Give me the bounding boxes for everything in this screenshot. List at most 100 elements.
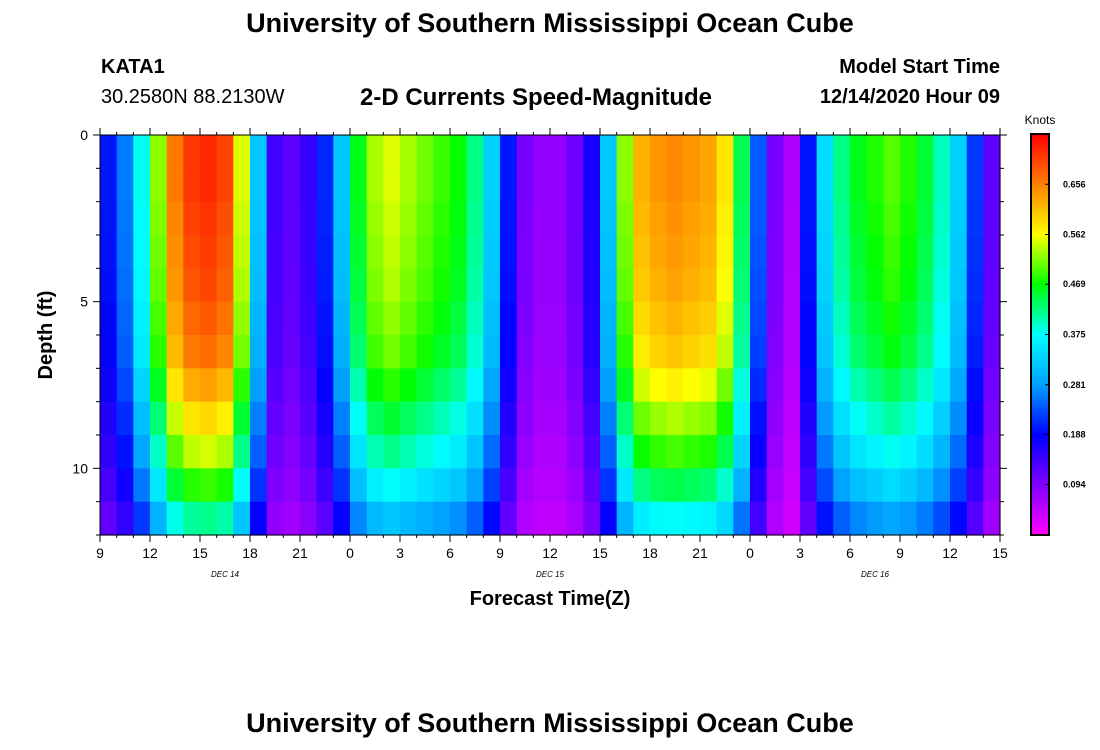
heatmap-cell	[500, 401, 518, 436]
heatmap-cell	[300, 168, 318, 203]
heatmap-cell	[516, 168, 534, 203]
heatmap-cell	[316, 301, 334, 336]
heatmap-cell	[916, 168, 934, 203]
heatmap-cell	[766, 235, 784, 269]
heatmap-cell	[383, 301, 401, 336]
heatmap-cell	[133, 135, 151, 169]
heatmap-cell	[400, 335, 418, 369]
station-id: KATA1	[101, 56, 165, 78]
heatmap-cell	[516, 201, 534, 236]
heatmap-cell	[950, 235, 968, 269]
heatmap-cell	[600, 301, 618, 336]
heatmap-cell	[300, 435, 318, 469]
heatmap-cell	[583, 435, 601, 469]
heatmap-cell	[883, 401, 901, 436]
heatmap-cell	[983, 168, 1001, 203]
heatmap-cell	[366, 335, 384, 369]
heatmap-cell	[483, 268, 501, 303]
heatmap-cell	[933, 501, 951, 536]
heatmap-cell	[483, 301, 501, 336]
heatmap-cell	[316, 168, 334, 203]
heatmap-cell	[750, 435, 768, 469]
heatmap-cell	[250, 235, 268, 269]
heatmap-cell	[916, 368, 934, 403]
heatmap-cell	[833, 201, 851, 236]
heatmap-cell	[833, 235, 851, 269]
heatmap-cell	[450, 201, 468, 236]
heatmap-cell	[850, 435, 868, 469]
heatmap-cell	[366, 468, 384, 503]
heatmap-cell	[800, 235, 818, 269]
heatmap-cell	[666, 468, 684, 503]
heatmap-cell	[783, 401, 801, 436]
heatmap-cell	[916, 468, 934, 503]
heatmap-cell	[683, 201, 701, 236]
heatmap-cell	[583, 268, 601, 303]
heatmap-cell	[733, 501, 751, 536]
heatmap-cell	[183, 235, 201, 269]
heatmap-cell	[583, 235, 601, 269]
heatmap-cell	[966, 368, 984, 403]
heatmap-cell	[250, 268, 268, 303]
heatmap-cell	[466, 468, 484, 503]
heatmap-cell	[483, 401, 501, 436]
colorbar-tick-label: 0.562	[1063, 230, 1086, 240]
heatmap-cell	[250, 201, 268, 236]
heatmap-cell	[750, 168, 768, 203]
heatmap-cell	[650, 168, 668, 203]
heatmap-cell	[216, 201, 234, 236]
heatmap-cell	[133, 401, 151, 436]
colorbar-tick-label: 0.094	[1063, 480, 1086, 490]
heatmap-cell	[266, 335, 284, 369]
heatmap-cell	[583, 335, 601, 369]
heatmap-cell	[750, 335, 768, 369]
heatmap-cell	[266, 435, 284, 469]
heatmap-cell	[983, 468, 1001, 503]
heatmap-cell	[400, 168, 418, 203]
heatmap-cell	[250, 468, 268, 503]
heatmap-cell	[100, 501, 118, 536]
heatmap-cell	[550, 401, 568, 436]
heatmap-cell	[366, 435, 384, 469]
heatmap-cell	[600, 201, 618, 236]
heatmap-cell	[550, 468, 568, 503]
heatmap-cell	[850, 401, 868, 436]
heatmap-cell	[950, 435, 968, 469]
heatmap-cell	[283, 335, 301, 369]
heatmap-cell	[583, 301, 601, 336]
heatmap-cell	[433, 168, 451, 203]
heatmap-cell	[533, 135, 551, 169]
x-tick-label: 15	[592, 545, 608, 561]
heatmap-cell	[900, 401, 918, 436]
heatmap-cell	[366, 401, 384, 436]
heatmap-cell	[100, 201, 118, 236]
heatmap-cell	[916, 301, 934, 336]
heatmap-cell	[383, 268, 401, 303]
date-label: DEC 16	[861, 570, 890, 579]
heatmap-cell	[166, 468, 184, 503]
heatmap-cell	[366, 135, 384, 169]
heatmap-cell	[466, 401, 484, 436]
x-tick-label: 0	[346, 545, 354, 561]
heatmap-cell	[183, 368, 201, 403]
heatmap-cell	[433, 301, 451, 336]
heatmap-cell	[800, 201, 818, 236]
heatmap-cell	[450, 168, 468, 203]
heatmap-cell	[183, 135, 201, 169]
heatmap-cell	[783, 468, 801, 503]
heatmap-cell	[716, 335, 734, 369]
heatmap-cell	[716, 368, 734, 403]
heatmap-cell	[583, 201, 601, 236]
x-tick-label: 15	[192, 545, 208, 561]
heatmap-cell	[550, 501, 568, 536]
heatmap-cell	[516, 401, 534, 436]
heatmap-cell	[200, 268, 218, 303]
heatmap-cell	[516, 235, 534, 269]
heatmap-cell	[650, 368, 668, 403]
heatmap-cell	[533, 168, 551, 203]
heatmap-cell	[900, 235, 918, 269]
heatmap-cell	[766, 335, 784, 369]
heatmap-cell	[350, 135, 368, 169]
heatmap-cell	[750, 135, 768, 169]
heatmap-cell	[216, 335, 234, 369]
